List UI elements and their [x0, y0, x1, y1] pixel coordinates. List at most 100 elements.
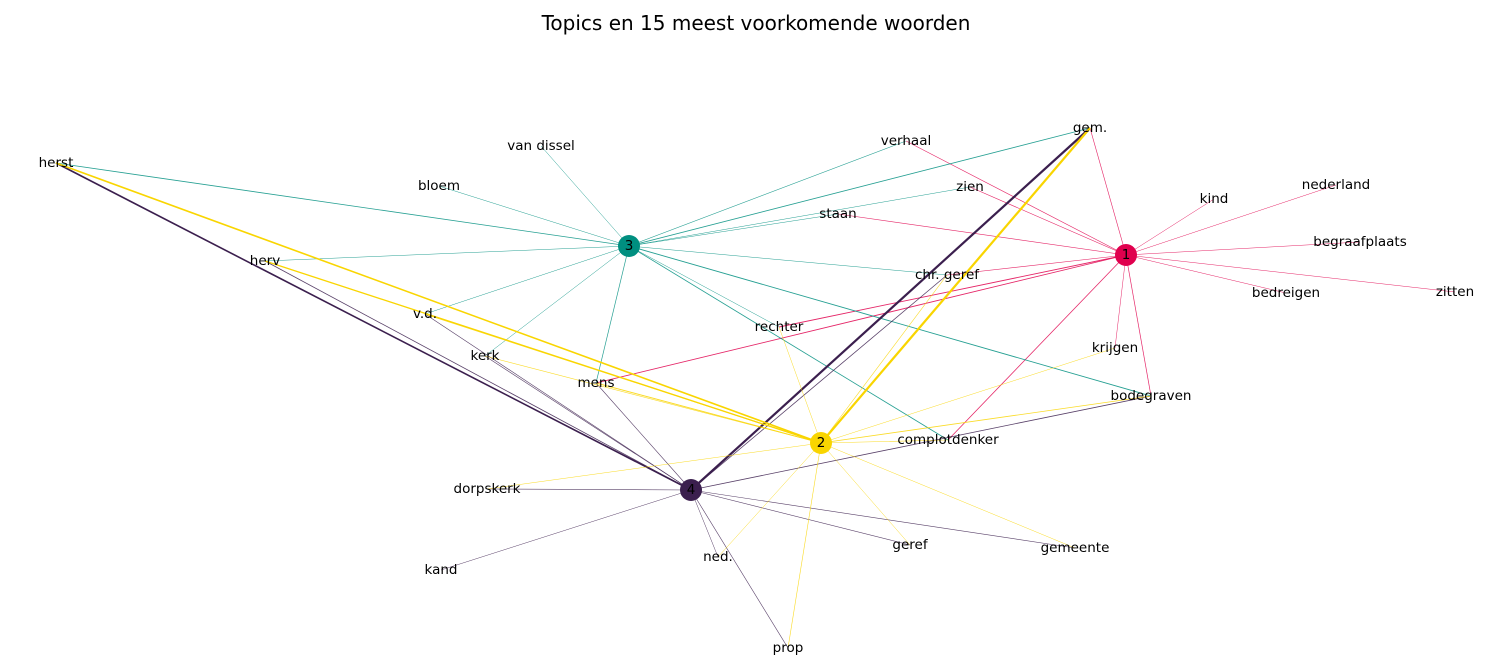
topic-node-circle-4 — [680, 479, 702, 501]
topic-node-label-2: 2 — [817, 435, 826, 451]
word-label-v-d: v.d. — [413, 306, 437, 322]
edge-topic-1-kind — [1125, 198, 1215, 256]
word-label-bedreigen: bedreigen — [1252, 285, 1320, 301]
edge-topic-4-v-d — [424, 313, 692, 491]
edge-topic-4-herst — [55, 162, 692, 491]
edge-topic-2-dorpskerk — [486, 442, 822, 490]
topic-node-4: 4 — [680, 479, 702, 501]
edge-topic-3-complotdenker — [628, 245, 949, 441]
word-label-geref: geref — [892, 537, 928, 553]
edge-topic-2-prop — [787, 442, 822, 649]
edge-topic-2-gemeente — [820, 442, 1076, 549]
topic-node-1: 1 — [1115, 244, 1137, 266]
edge-topic-3-zien — [628, 186, 971, 247]
graph-title: Topics en 15 meest voorkomende woorden — [541, 11, 971, 35]
edge-topic-1-zien — [969, 186, 1127, 256]
edge-topic-3-bodegraven — [628, 245, 1152, 397]
edge-topic-1-krijgen — [1114, 254, 1127, 349]
word-label-prop: prop — [773, 640, 804, 656]
edge-topic-1-mens — [595, 254, 1127, 384]
edge-topic-4-chr-geref — [690, 274, 948, 491]
edge-topic-2-herst — [55, 162, 822, 444]
edge-topic-1-gem — [1089, 127, 1127, 256]
word-label-verhaal: verhaal — [881, 133, 931, 149]
word-label-herst: herst — [39, 155, 74, 171]
edge-topic-4-kand — [440, 489, 692, 571]
edge-topic-4-geref — [690, 489, 911, 546]
word-label-bodegraven: bodegraven — [1111, 388, 1192, 404]
word-label-complotdenker: complotdenker — [897, 432, 999, 448]
word-label-staan: staan — [819, 206, 856, 222]
edge-topic-4-bodegraven — [690, 395, 1152, 491]
word-label-ned: ned. — [703, 549, 733, 565]
word-label-layer: gem. verhaal zien kind nederland begraafplaat… — [39, 120, 1475, 656]
edge-topic-1-zitten — [1125, 254, 1456, 293]
edge-topic-2-v-d — [424, 313, 822, 444]
edge-topic-1-verhaal — [905, 140, 1127, 256]
word-label-chr-geref: chr. geref — [915, 267, 980, 283]
word-label-herv: herv — [250, 253, 280, 269]
edge-topic-3-bloem — [438, 185, 630, 247]
word-label-nederland: nederland — [1302, 177, 1370, 193]
word-label-begraafplaats: begraafplaats — [1313, 234, 1407, 250]
edge-topic-3-herst — [55, 162, 630, 247]
edge-topic-3-staan — [628, 213, 839, 247]
edge-topic-1-complotdenker — [947, 254, 1127, 441]
edge-topic-3-van-dissel — [540, 145, 630, 247]
edge-topic-3-kerk — [484, 245, 630, 357]
topic-node-label-3: 3 — [625, 238, 634, 254]
edge-topic-1-chr-geref — [946, 254, 1127, 276]
word-label-kind: kind — [1200, 191, 1229, 207]
edge-topic-2-gem — [820, 127, 1091, 444]
edge-topic-3-rechter — [628, 245, 780, 328]
edge-topic-1-nederland — [1125, 184, 1337, 256]
edge-topic-3-mens — [595, 245, 630, 384]
word-label-zien: zien — [956, 179, 984, 195]
edge-topic-4-kerk — [484, 355, 692, 491]
edge-topic-2-bodegraven — [820, 395, 1152, 444]
edge-topic-3-v-d — [424, 245, 630, 315]
edge-topic-2-mens — [595, 382, 822, 444]
edge-topic-4-mens — [595, 382, 692, 491]
topic-node-label-1: 1 — [1122, 247, 1131, 263]
edge-topic-2-ned — [717, 442, 822, 558]
edge-topic-1-bedreigen — [1125, 254, 1287, 294]
topic-node-circle-3 — [618, 235, 640, 257]
edge-topic-3-chr-geref — [628, 245, 948, 276]
edge-topic-4-prop — [690, 489, 789, 649]
topic-node-layer: 1 2 3 4 — [618, 235, 1137, 501]
word-label-gem: gem. — [1073, 120, 1107, 136]
word-label-kand: kand — [425, 562, 458, 578]
edge-layer — [55, 127, 1456, 649]
word-label-kerk: kerk — [470, 348, 499, 364]
word-label-gemeente: gemeente — [1041, 540, 1110, 556]
edge-topic-2-rechter — [778, 326, 822, 444]
edge-topic-1-begraafplaats — [1125, 241, 1361, 256]
edge-topic-1-rechter — [778, 254, 1127, 328]
edge-topic-4-herv — [264, 260, 692, 491]
word-label-bloem: bloem — [418, 178, 460, 194]
topic-node-2: 2 — [810, 432, 832, 454]
word-label-krijgen: krijgen — [1092, 340, 1138, 356]
topic-node-circle-1 — [1115, 244, 1137, 266]
edge-topic-3-herv — [264, 245, 630, 262]
edge-topic-2-geref — [820, 442, 911, 546]
edge-topic-4-gemeente — [690, 489, 1076, 549]
edge-topic-3-gem — [628, 127, 1091, 247]
topic-node-circle-2 — [810, 432, 832, 454]
edge-topic-4-dorpskerk — [486, 488, 692, 491]
edge-topic-4-gem — [690, 127, 1091, 491]
word-label-dorpskerk: dorpskerk — [454, 481, 521, 497]
edge-topic-2-chr-geref — [820, 274, 948, 444]
word-label-zitten: zitten — [1436, 284, 1474, 300]
edge-topic-1-staan — [837, 213, 1127, 256]
edge-topic-2-krijgen — [820, 347, 1116, 444]
word-label-mens: mens — [577, 375, 614, 391]
word-label-van-dissel: van dissel — [507, 138, 575, 154]
edge-topic-1-bodegraven — [1125, 254, 1152, 397]
topic-node-label-4: 4 — [687, 482, 696, 498]
edge-topic-2-complotdenker — [820, 439, 949, 444]
topic-node-3: 3 — [618, 235, 640, 257]
edge-topic-3-verhaal — [628, 140, 907, 247]
